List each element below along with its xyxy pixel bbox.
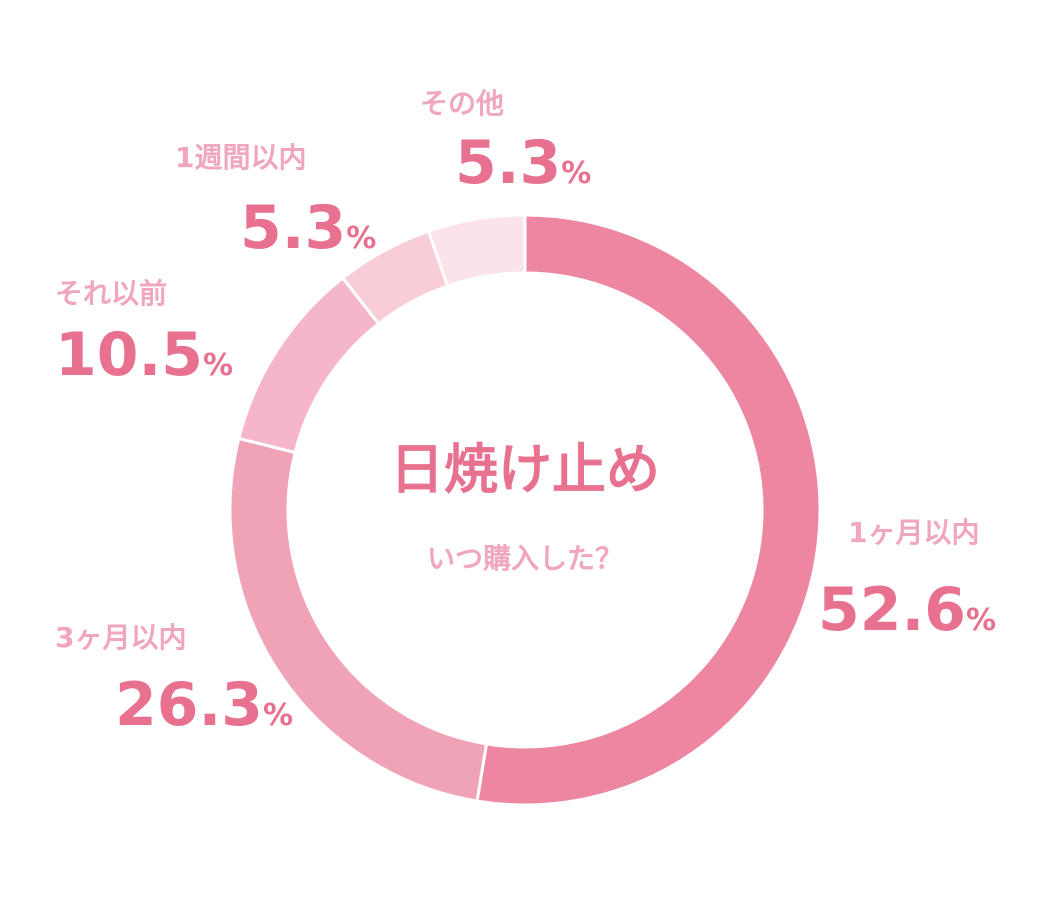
value-label: 5.3% [455,128,591,198]
category-label: 1ヶ月以内 [848,516,979,549]
value-label: 10.5% [55,320,233,390]
chart-title: 日焼け止め [390,438,660,501]
value-unit: % [346,221,376,256]
chart-subtitle: いつ購入した？ [427,542,623,575]
value-unit: % [263,698,293,733]
donut-segment [426,213,527,288]
category-label: 1週間以内 [175,141,306,174]
category-label: それ以前 [55,277,167,310]
category-label: その他 [420,87,504,120]
value-number: 52.6 [818,575,966,645]
value-label: 52.6% [818,575,996,645]
value-number: 5.3 [455,128,561,198]
value-unit: % [561,156,591,191]
value-label: 26.3% [115,670,293,740]
value-number: 10.5 [55,320,203,390]
value-label: 5.3% [240,193,376,263]
value-unit: % [966,603,996,638]
donut-segment [236,275,381,455]
value-number: 26.3 [115,670,263,740]
category-label: 3ヶ月以内 [55,621,186,654]
donut-segment [475,213,822,807]
value-number: 5.3 [240,193,346,263]
value-unit: % [203,348,233,383]
